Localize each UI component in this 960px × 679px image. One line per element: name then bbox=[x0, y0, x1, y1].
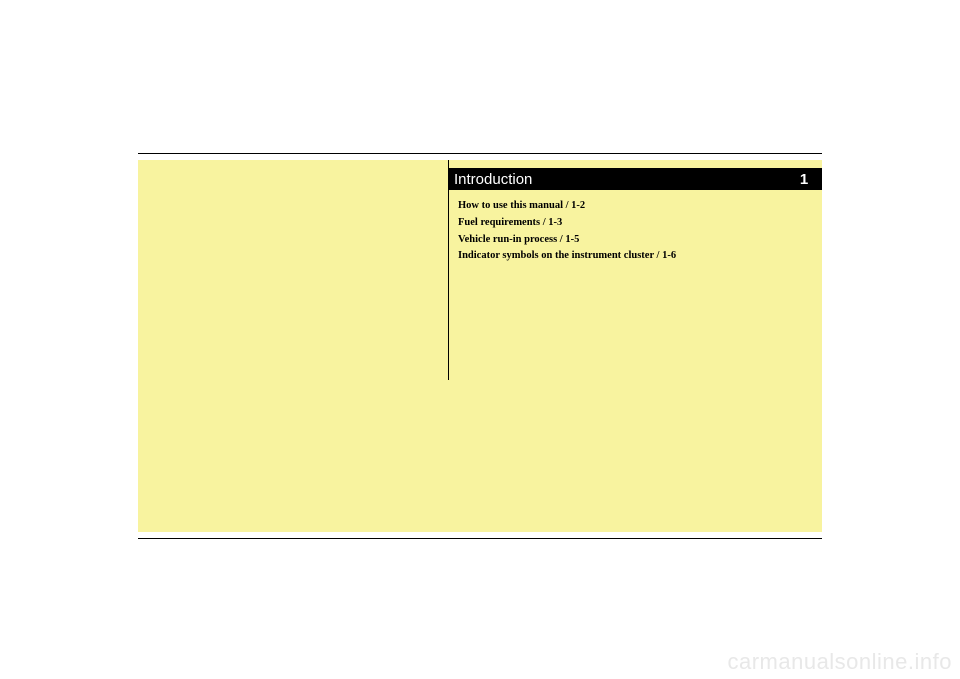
vertical-divider bbox=[448, 160, 449, 380]
chapter-number: 1 bbox=[800, 171, 808, 188]
chapter-title: Introduction bbox=[454, 171, 532, 188]
toc-item: Fuel requirements / 1-3 bbox=[458, 215, 802, 231]
toc-item: Vehicle run-in process / 1-5 bbox=[458, 232, 802, 248]
toc-list: How to use this manual / 1-2 Fuel requir… bbox=[458, 198, 802, 265]
toc-item: Indicator symbols on the instrument clus… bbox=[458, 248, 802, 264]
watermark: carmanualsonline.info bbox=[727, 649, 952, 675]
chapter-number-box: 1 bbox=[786, 168, 822, 190]
page-container: Introduction 1 How to use this manual / … bbox=[138, 153, 822, 539]
chapter-header: Introduction bbox=[448, 168, 786, 190]
toc-item: How to use this manual / 1-2 bbox=[458, 198, 802, 214]
